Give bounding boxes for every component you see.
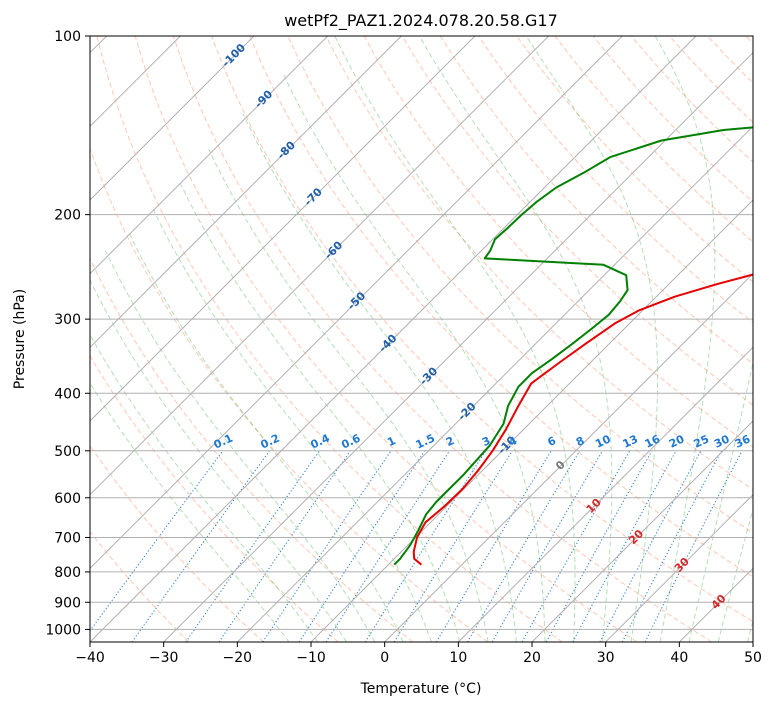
mixing-ratio-line (262, 450, 392, 642)
moist-adiabat (688, 360, 753, 642)
moist-adiabat (654, 36, 716, 642)
plot-background (90, 36, 753, 642)
x-axis: −40 −30 −20 −10 0 10 20 30 40 50 (75, 642, 762, 666)
x-tick-label: −20 (223, 650, 253, 666)
mixing-ratio-line (325, 450, 451, 642)
dry-adiabat (90, 530, 190, 642)
y-tick-label: 600 (54, 491, 81, 507)
mixing-ratio-line (467, 450, 581, 642)
plot-frame (89, 35, 754, 643)
mixing-ratio-line (572, 450, 677, 642)
mixing-ratio-line (491, 450, 603, 642)
mixing-ratio-label: 20 (667, 432, 687, 450)
mixing-ratio-label: 16 (643, 432, 663, 450)
y-tick-label: 800 (54, 565, 81, 581)
y-tick-label: 700 (54, 531, 81, 547)
x-tick-label: 30 (597, 650, 615, 666)
mixing-ratio-line (521, 450, 631, 642)
isotherm-line (90, 36, 476, 422)
isotherm-line (90, 36, 329, 275)
dry-adiabat (172, 36, 712, 642)
x-tick-label: 50 (744, 650, 762, 666)
mixing-ratio-line (298, 450, 426, 642)
dry-adiabat (439, 36, 753, 365)
isotherm-line (90, 36, 402, 349)
moist-adiabat (419, 36, 613, 642)
y-axis-title: Pressure (hPa) (12, 289, 28, 389)
dry-adiabat (134, 36, 638, 642)
y-tick-label: 200 (54, 208, 81, 224)
mixing-ratio-labels: 0.1 0.2 0.4 0.6 1 1.5 2 3 4 6 8 10 13 16 20 25 30 36 (212, 431, 753, 451)
y-tick-label: 500 (54, 444, 81, 460)
dry-adiabat (249, 36, 753, 578)
mixing-ratio-line (131, 450, 271, 642)
y-axis: 100 200 300 400 500 600 700 800 900 1000 (45, 29, 90, 638)
isotherm-line (457, 346, 753, 642)
mixing-ratio-line (599, 450, 702, 642)
x-tick-label: 0 (380, 650, 389, 666)
mixing-ratio-line (545, 450, 653, 642)
mixing-ratio-label: 13 (621, 432, 640, 450)
mixing-ratio-label: 25 (692, 432, 711, 450)
x-tick-label: 10 (449, 650, 467, 666)
background-lines (90, 36, 753, 642)
y-tick-label: 400 (54, 386, 81, 402)
temperature-profile-line (412, 273, 753, 566)
moist-adiabat (128, 233, 404, 642)
moist-adiabat (717, 507, 753, 642)
x-tick-label: −40 (75, 650, 105, 666)
isotherm-line (531, 420, 753, 642)
y-tick-label: 100 (54, 29, 81, 45)
x-axis-title: Temperature (°C) (360, 681, 482, 697)
dry-adiabat (516, 36, 753, 283)
y-tick-label: 1000 (45, 622, 81, 638)
grid-lines (90, 36, 753, 642)
moist-adiabat (152, 207, 432, 642)
dry-adiabat (325, 36, 753, 491)
moist-adiabat (104, 250, 376, 642)
mixing-ratio-line (185, 450, 321, 642)
isotherm-line (90, 36, 255, 201)
x-tick-label: −30 (149, 650, 179, 666)
moist-adiabat (90, 279, 347, 642)
isotherm-line (605, 493, 753, 642)
x-tick-label: 20 (523, 650, 541, 666)
moist-adiabat (334, 36, 576, 642)
moist-adiabat (242, 113, 517, 642)
mixing-ratio-line (435, 450, 552, 642)
mixing-ratio-label: 36 (733, 432, 753, 450)
isotherm-line (163, 51, 753, 642)
y-tick-label: 300 (54, 312, 81, 328)
dewpoint-profile-line (393, 126, 753, 566)
mixing-ratio-label: 10 (593, 432, 613, 450)
dry-adiabat (90, 444, 264, 642)
moist-adiabat (178, 179, 461, 642)
isotherm-line (90, 36, 697, 642)
dry-adiabat (90, 147, 488, 642)
mixing-ratio-label: 30 (712, 432, 732, 450)
x-tick-label: −10 (296, 650, 326, 666)
isotherm-line (384, 272, 753, 642)
isotherm-line (752, 641, 753, 642)
x-tick-label: 40 (670, 650, 688, 666)
dry-adiabat (401, 36, 753, 406)
dry-adiabat (211, 36, 753, 623)
isotherm-line (90, 36, 623, 570)
isotherm-line (90, 36, 550, 496)
y-tick-label: 900 (54, 595, 81, 611)
isotherm-line (236, 125, 753, 642)
chart-title: wetPf2_PAZ1.2024.078.20.58.G17 (284, 11, 558, 31)
moist-adiabat (90, 381, 290, 642)
profiles (393, 126, 753, 566)
moist-adiabat (525, 36, 659, 642)
dry-adiabat (90, 354, 339, 642)
dry-adiabat (96, 36, 563, 642)
